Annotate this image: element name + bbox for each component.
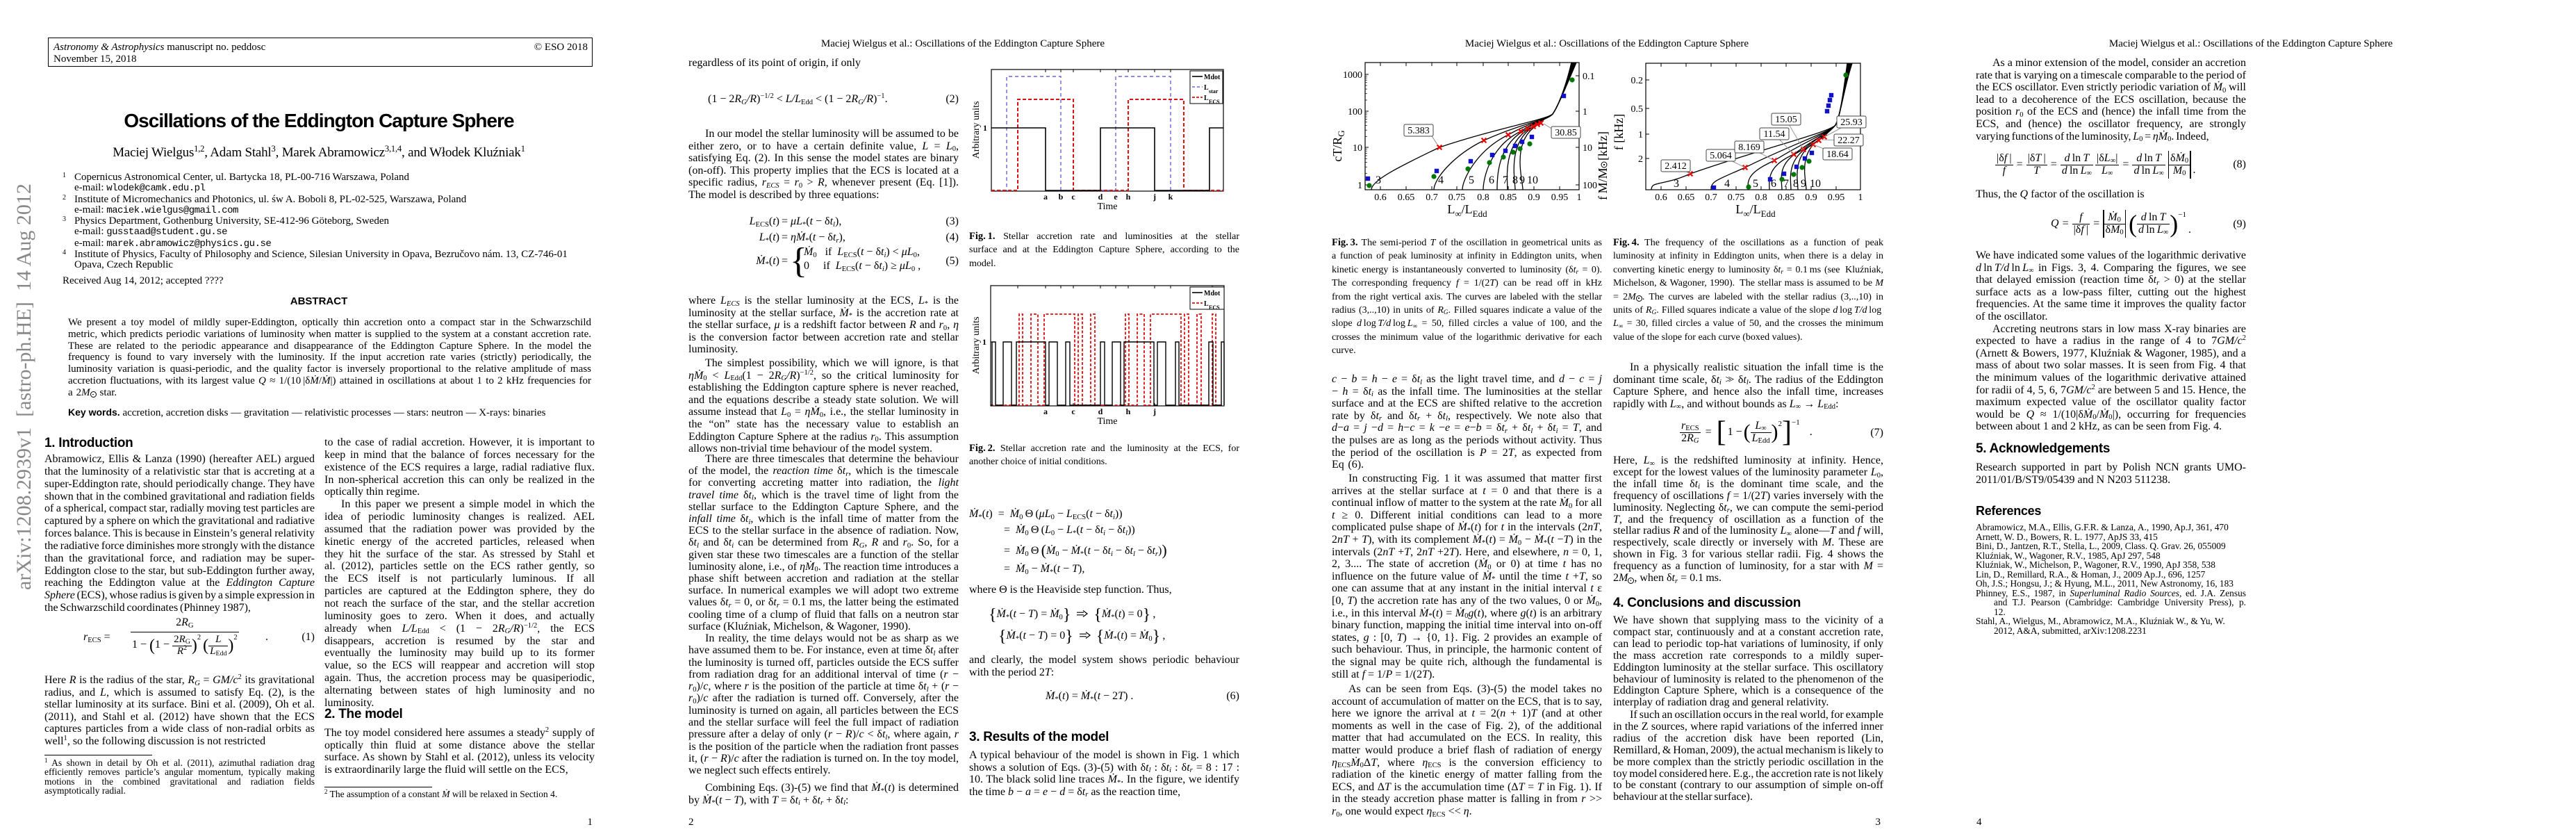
- svg-text:5.383: 5.383: [1407, 126, 1430, 136]
- svg-text:100: 100: [1348, 107, 1362, 117]
- svg-text:8: 8: [1793, 178, 1799, 190]
- svg-text:30.85: 30.85: [1555, 128, 1577, 138]
- svg-text:k: k: [1169, 192, 1173, 202]
- svg-text:10: 10: [1353, 143, 1362, 154]
- svg-text:1: 1: [1638, 130, 1643, 140]
- svg-text:11.54: 11.54: [1764, 129, 1785, 140]
- svg-text:0.1: 0.1: [1583, 72, 1595, 82]
- svg-text:10: 10: [1583, 143, 1592, 154]
- svg-text:0.5: 0.5: [1631, 104, 1644, 115]
- svg-text:L: L: [1204, 95, 1209, 102]
- svg-text:e: e: [1114, 192, 1118, 202]
- svg-text:9: 9: [1801, 178, 1806, 190]
- svg-text:0.85: 0.85: [1500, 193, 1517, 203]
- svg-text:ECS: ECS: [1209, 99, 1220, 105]
- svg-text:4: 4: [1438, 174, 1444, 186]
- svg-text:j: j: [1153, 192, 1156, 202]
- svg-text:6: 6: [1489, 174, 1494, 186]
- svg-text:5: 5: [1469, 174, 1474, 186]
- svg-text:Mdot: Mdot: [1204, 290, 1221, 297]
- svg-text:0.75: 0.75: [1728, 193, 1745, 203]
- svg-text:1: 1: [1583, 107, 1587, 117]
- svg-text:c: c: [1071, 192, 1075, 202]
- svg-text:L: L: [1204, 84, 1209, 92]
- svg-text:0.2: 0.2: [1631, 76, 1644, 86]
- svg-text:0.7: 0.7: [1426, 193, 1438, 203]
- svg-text:L∞/LEdd: L∞/LEdd: [1447, 202, 1487, 219]
- svg-text:1000: 1000: [1343, 70, 1362, 81]
- svg-text:j: j: [1153, 407, 1156, 416]
- svg-text:5.064: 5.064: [1710, 151, 1732, 161]
- svg-text:f [kHz]: f [kHz]: [1613, 114, 1626, 150]
- svg-text:100: 100: [1583, 181, 1597, 191]
- svg-text:1: 1: [983, 123, 987, 133]
- svg-text:f M/M: f M/M: [1596, 167, 1610, 200]
- svg-text:0.65: 0.65: [1398, 193, 1415, 203]
- svg-text:h: h: [1126, 407, 1131, 416]
- svg-text:L: L: [1204, 300, 1209, 308]
- svg-text:3: 3: [1376, 174, 1381, 186]
- svg-text:0.95: 0.95: [1828, 193, 1845, 203]
- svg-text:[kHz]: [kHz]: [1596, 131, 1610, 161]
- svg-text:22.27: 22.27: [1838, 136, 1860, 146]
- svg-text:Arbitrary units: Arbitrary units: [971, 101, 982, 159]
- svg-text:0.6: 0.6: [1374, 193, 1387, 203]
- svg-text:4: 4: [1724, 178, 1730, 190]
- svg-text:7: 7: [1783, 178, 1789, 190]
- svg-text:a: a: [1043, 407, 1048, 416]
- svg-text:h: h: [1126, 192, 1131, 202]
- svg-text:0.8: 0.8: [1755, 193, 1767, 203]
- svg-text:1: 1: [1357, 181, 1362, 191]
- svg-text:8.169: 8.169: [1738, 142, 1760, 153]
- svg-text:a: a: [1043, 192, 1048, 202]
- svg-text:Time: Time: [1097, 202, 1117, 212]
- svg-text:Time: Time: [1097, 416, 1117, 427]
- svg-text:0.65: 0.65: [1678, 193, 1695, 203]
- svg-text:7: 7: [1503, 174, 1508, 186]
- svg-text:25.93: 25.93: [1840, 117, 1863, 128]
- svg-text:0.9: 0.9: [1805, 193, 1817, 203]
- svg-text:b: b: [1059, 192, 1064, 202]
- svg-text:15.05: 15.05: [1775, 115, 1797, 125]
- svg-text:0.9: 0.9: [1528, 193, 1540, 203]
- svg-text:1: 1: [1577, 193, 1582, 203]
- svg-text:0.7: 0.7: [1705, 193, 1717, 203]
- svg-text:9: 9: [1519, 174, 1525, 186]
- svg-text:cT/RG: cT/RG: [1332, 130, 1346, 161]
- svg-text:c: c: [1071, 407, 1075, 416]
- svg-text:18.64: 18.64: [1826, 149, 1849, 160]
- svg-text:2: 2: [1638, 154, 1643, 165]
- svg-text:0.6: 0.6: [1655, 193, 1667, 203]
- svg-text:0.75: 0.75: [1448, 193, 1466, 203]
- svg-text:star: star: [1209, 88, 1219, 95]
- svg-text:0.95: 0.95: [1551, 193, 1569, 203]
- svg-text:2.412: 2.412: [1665, 161, 1687, 172]
- svg-text:6: 6: [1771, 178, 1776, 190]
- svg-text:8: 8: [1512, 174, 1518, 186]
- svg-text:1: 1: [982, 337, 986, 347]
- svg-text:ECS: ECS: [1209, 304, 1220, 311]
- svg-text:0.85: 0.85: [1778, 193, 1795, 203]
- svg-text:10: 10: [1527, 174, 1538, 186]
- svg-text:Mdot: Mdot: [1204, 74, 1221, 81]
- svg-text:L∞/LEdd: L∞/LEdd: [1735, 202, 1776, 219]
- svg-text:10: 10: [1810, 178, 1821, 190]
- svg-text:0.8: 0.8: [1477, 193, 1489, 203]
- svg-text:d: d: [1098, 407, 1103, 416]
- svg-text:5: 5: [1753, 178, 1758, 190]
- svg-text:1: 1: [1858, 193, 1863, 203]
- svg-text:Arbitrary units: Arbitrary units: [971, 317, 982, 375]
- svg-text:3: 3: [1674, 178, 1679, 190]
- svg-text:d: d: [1098, 192, 1103, 202]
